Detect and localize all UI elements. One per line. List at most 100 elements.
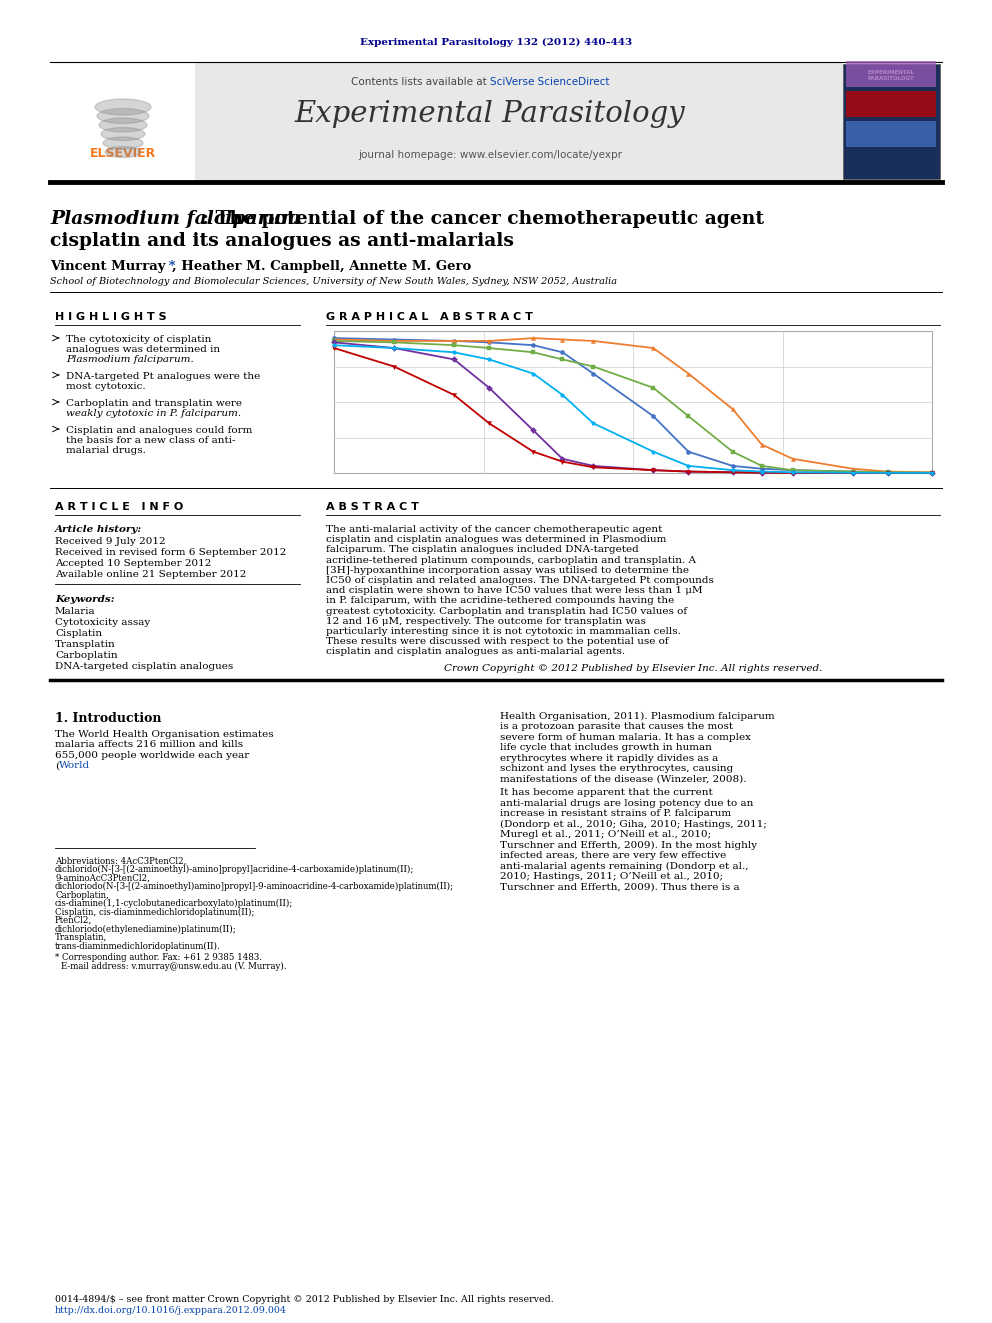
Text: : The potential of the cancer chemotherapeutic agent: : The potential of the cancer chemothera…: [202, 210, 764, 228]
Text: Keywords:: Keywords:: [55, 595, 115, 605]
Text: 2010; Hastings, 2011; O’Neill et al., 2010;: 2010; Hastings, 2011; O’Neill et al., 20…: [500, 872, 723, 881]
Text: A R T I C L E   I N F O: A R T I C L E I N F O: [55, 501, 184, 512]
Text: EXPERIMENTAL
PARASITOLOGY: EXPERIMENTAL PARASITOLOGY: [867, 70, 915, 81]
Text: Experimental Parasitology 132 (2012) 440–443: Experimental Parasitology 132 (2012) 440…: [360, 38, 632, 48]
Text: Transplatin: Transplatin: [55, 640, 116, 650]
Text: dichlorido(N-[3-[(2-aminoethyl)-amino]propyl]acridine-4-carboxamide)platinum(II): dichlorido(N-[3-[(2-aminoethyl)-amino]pr…: [55, 865, 415, 875]
Text: particularly interesting since it is not cytotoxic in mammalian cells.: particularly interesting since it is not…: [326, 627, 681, 636]
Bar: [846, 120, 936, 147]
Text: weakly cytotoxic in P. falciparum.: weakly cytotoxic in P. falciparum.: [66, 409, 241, 418]
Text: dichloriodo(ethylenediamine)platinum(II);: dichloriodo(ethylenediamine)platinum(II)…: [55, 925, 237, 934]
Text: PtenCl2,: PtenCl2,: [55, 916, 92, 925]
Bar: [334, 331, 932, 474]
Text: is a protozoan parasite that causes the most: is a protozoan parasite that causes the …: [500, 722, 733, 732]
Text: E-mail address: v.murray@unsw.edu.au (V. Murray).: E-mail address: v.murray@unsw.edu.au (V.…: [61, 962, 287, 971]
Text: most cytotoxic.: most cytotoxic.: [66, 382, 146, 392]
Text: greatest cytotoxicity. Carboplatin and transplatin had IC50 values of: greatest cytotoxicity. Carboplatin and t…: [326, 607, 687, 615]
Text: Carboplatin,: Carboplatin,: [55, 890, 109, 900]
Text: severe form of human malaria. It has a complex: severe form of human malaria. It has a c…: [500, 733, 751, 742]
Text: Contents lists available at: Contents lists available at: [351, 77, 490, 87]
Text: in P. falciparum, with the acridine-tethered compounds having the: in P. falciparum, with the acridine-teth…: [326, 597, 675, 606]
Text: Crown Copyright © 2012 Published by Elsevier Inc. All rights reserved.: Crown Copyright © 2012 Published by Else…: [443, 664, 822, 672]
Text: the basis for a new class of anti-: the basis for a new class of anti-: [66, 437, 235, 445]
Text: ELSEVIER: ELSEVIER: [90, 147, 156, 160]
Bar: [846, 91, 936, 116]
Text: 0014-4894/$ – see front matter Crown Copyright © 2012 Published by Elsevier Inc.: 0014-4894/$ – see front matter Crown Cop…: [55, 1295, 554, 1304]
Text: World: World: [60, 761, 90, 770]
Text: Cytotoxicity assay: Cytotoxicity assay: [55, 618, 150, 627]
Text: [3H]-hypoxanthine incorporation assay was utilised to determine the: [3H]-hypoxanthine incorporation assay wa…: [326, 566, 689, 574]
Text: DNA-targeted cisplatin analogues: DNA-targeted cisplatin analogues: [55, 662, 233, 671]
Text: anti-malarial agents remaining (Dondorp et al.,: anti-malarial agents remaining (Dondorp …: [500, 861, 749, 871]
Polygon shape: [97, 108, 149, 123]
Text: DNA-targeted Pt analogues were the: DNA-targeted Pt analogues were the: [66, 372, 260, 381]
Bar: [52, 64, 195, 179]
Text: The cytotoxicity of cisplatin: The cytotoxicity of cisplatin: [66, 335, 211, 344]
Text: (Dondorp et al., 2010; Giha, 2010; Hastings, 2011;: (Dondorp et al., 2010; Giha, 2010; Hasti…: [500, 820, 767, 828]
Bar: [195, 62, 843, 183]
Bar: [843, 64, 940, 179]
Text: H I G H L I G H T S: H I G H L I G H T S: [55, 312, 167, 321]
Text: cisplatin and its analogues as anti-malarials: cisplatin and its analogues as anti-mala…: [50, 232, 514, 250]
Text: Carboplatin and transplatin were: Carboplatin and transplatin were: [66, 400, 242, 407]
Text: Received in revised form 6 September 2012: Received in revised form 6 September 201…: [55, 548, 287, 557]
Text: 655,000 people worldwide each year: 655,000 people worldwide each year: [55, 750, 249, 759]
Polygon shape: [99, 118, 147, 132]
Text: *: *: [164, 261, 176, 273]
Text: These results were discussed with respect to the potential use of: These results were discussed with respec…: [326, 638, 669, 646]
Text: Malaria: Malaria: [55, 607, 95, 617]
Text: 9-aminoAcC3PtenCl2,: 9-aminoAcC3PtenCl2,: [55, 873, 150, 882]
Bar: [846, 61, 936, 87]
Text: http://dx.doi.org/10.1016/j.exppara.2012.09.004: http://dx.doi.org/10.1016/j.exppara.2012…: [55, 1306, 287, 1315]
Text: anti-malarial drugs are losing potency due to an: anti-malarial drugs are losing potency d…: [500, 799, 753, 807]
Text: * Corresponding author. Fax: +61 2 9385 1483.: * Corresponding author. Fax: +61 2 9385 …: [55, 953, 262, 962]
Text: and cisplatin were shown to have IC50 values that were less than 1 μM: and cisplatin were shown to have IC50 va…: [326, 586, 702, 595]
Polygon shape: [95, 99, 151, 115]
Text: cis-diamine(1,1-cyclobutanedicarboxylato)platinum(II);: cis-diamine(1,1-cyclobutanedicarboxylato…: [55, 900, 294, 908]
Text: SciVerse ScienceDirect: SciVerse ScienceDirect: [490, 77, 609, 87]
Text: Health Organisation, 2011). Plasmodium falciparum: Health Organisation, 2011). Plasmodium f…: [500, 712, 775, 721]
Text: Muregl et al., 2011; O’Neill et al., 2010;: Muregl et al., 2011; O’Neill et al., 201…: [500, 830, 711, 839]
Text: erythrocytes where it rapidly divides as a: erythrocytes where it rapidly divides as…: [500, 754, 718, 762]
Text: Cisplatin: Cisplatin: [55, 628, 102, 638]
Text: IC50 of cisplatin and related analogues. The DNA-targeted Pt compounds: IC50 of cisplatin and related analogues.…: [326, 576, 714, 585]
Text: A B S T R A C T: A B S T R A C T: [326, 501, 419, 512]
Text: G R A P H I C A L   A B S T R A C T: G R A P H I C A L A B S T R A C T: [326, 312, 533, 321]
Text: manifestations of the disease (Winzeler, 2008).: manifestations of the disease (Winzeler,…: [500, 774, 747, 783]
Text: increase in resistant strains of P. falciparum: increase in resistant strains of P. falc…: [500, 810, 731, 818]
Text: Cisplatin and analogues could form: Cisplatin and analogues could form: [66, 426, 252, 435]
Text: (: (: [55, 761, 60, 770]
Text: 12 and 16 μM, respectively. The outcome for transplatin was: 12 and 16 μM, respectively. The outcome …: [326, 617, 646, 626]
Text: Available online 21 September 2012: Available online 21 September 2012: [55, 570, 246, 579]
Text: Turschner and Efferth, 2009). Thus there is a: Turschner and Efferth, 2009). Thus there…: [500, 882, 740, 892]
Text: infected areas, there are very few effective: infected areas, there are very few effec…: [500, 851, 726, 860]
Text: dichloriodo(N-[3-[(2-aminoethyl)amino]propyl]-9-aminoacridine-4-carboxamide)plat: dichloriodo(N-[3-[(2-aminoethyl)amino]pr…: [55, 882, 454, 892]
Text: acridine-tethered platinum compounds, carboplatin and transplatin. A: acridine-tethered platinum compounds, ca…: [326, 556, 696, 565]
Polygon shape: [101, 127, 145, 140]
Text: cisplatin and cisplatin analogues as anti-malarial agents.: cisplatin and cisplatin analogues as ant…: [326, 647, 625, 656]
Text: , Heather M. Campbell, Annette M. Gero: , Heather M. Campbell, Annette M. Gero: [172, 261, 471, 273]
Text: trans-diaminmedichloridoplatinum(II).: trans-diaminmedichloridoplatinum(II).: [55, 942, 221, 951]
Polygon shape: [105, 147, 141, 157]
Text: malarial drugs.: malarial drugs.: [66, 446, 146, 455]
Text: The anti-malarial activity of the cancer chemotherapeutic agent: The anti-malarial activity of the cancer…: [326, 525, 663, 534]
Text: journal homepage: www.elsevier.com/locate/yexpr: journal homepage: www.elsevier.com/locat…: [358, 149, 622, 160]
Text: 1. Introduction: 1. Introduction: [55, 712, 162, 725]
Text: analogues was determined in: analogues was determined in: [66, 345, 220, 355]
Text: life cycle that includes growth in human: life cycle that includes growth in human: [500, 744, 712, 751]
Text: Vincent Murray: Vincent Murray: [50, 261, 166, 273]
Text: malaria affects 216 million and kills: malaria affects 216 million and kills: [55, 740, 243, 749]
Text: Article history:: Article history:: [55, 525, 142, 534]
Text: Experimental Parasitology: Experimental Parasitology: [295, 101, 685, 128]
Text: cisplatin and cisplatin analogues was determined in Plasmodium: cisplatin and cisplatin analogues was de…: [326, 536, 667, 544]
Text: falciparum. The cisplatin analogues included DNA-targeted: falciparum. The cisplatin analogues incl…: [326, 545, 639, 554]
Text: Abbreviations: 4AcC3PtenCl2,: Abbreviations: 4AcC3PtenCl2,: [55, 856, 186, 865]
Text: Received 9 July 2012: Received 9 July 2012: [55, 537, 166, 546]
Text: Carboplatin: Carboplatin: [55, 651, 118, 660]
Polygon shape: [103, 138, 143, 149]
Text: School of Biotechnology and Biomolecular Sciences, University of New South Wales: School of Biotechnology and Biomolecular…: [50, 277, 617, 286]
Text: Plasmodium falciparum: Plasmodium falciparum: [50, 210, 301, 228]
Text: Turschner and Efferth, 2009). In the most highly: Turschner and Efferth, 2009). In the mos…: [500, 840, 757, 849]
Text: Plasmodium falciparum.: Plasmodium falciparum.: [66, 355, 193, 364]
Text: Accepted 10 September 2012: Accepted 10 September 2012: [55, 560, 211, 568]
